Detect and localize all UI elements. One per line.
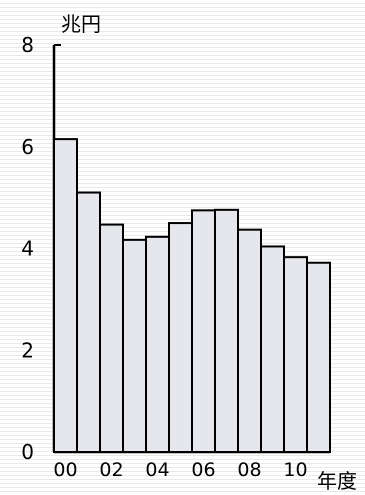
x-axis-unit-label: 年度 [317, 469, 357, 493]
y-tick-label: 8 [21, 33, 34, 57]
bar [168, 222, 193, 453]
bar [214, 208, 239, 453]
x-tick-label: 10 [283, 459, 307, 481]
bar [76, 191, 101, 453]
x-tick-label: 06 [191, 459, 215, 481]
bar [283, 256, 308, 453]
bar [145, 235, 170, 453]
bar [306, 261, 331, 453]
bar [237, 228, 262, 453]
bar [122, 238, 147, 453]
x-axis-ticks: 00 02 04 06 08 10 [53, 459, 307, 481]
y-tick-label: 0 [21, 440, 34, 464]
y-axis-unit-label: 兆円 [61, 12, 101, 36]
bar-series [53, 138, 331, 453]
x-tick-label: 08 [237, 459, 261, 481]
y-tick-label: 2 [21, 338, 34, 362]
x-tick-label: 00 [53, 459, 77, 481]
bar [53, 138, 78, 453]
bar [191, 209, 216, 453]
y-tick-label: 6 [21, 135, 34, 159]
x-tick-label: 04 [145, 459, 169, 481]
y-tick-label: 4 [21, 237, 34, 261]
bar [260, 245, 285, 453]
x-tick-label: 02 [99, 459, 123, 481]
bar [99, 223, 124, 453]
